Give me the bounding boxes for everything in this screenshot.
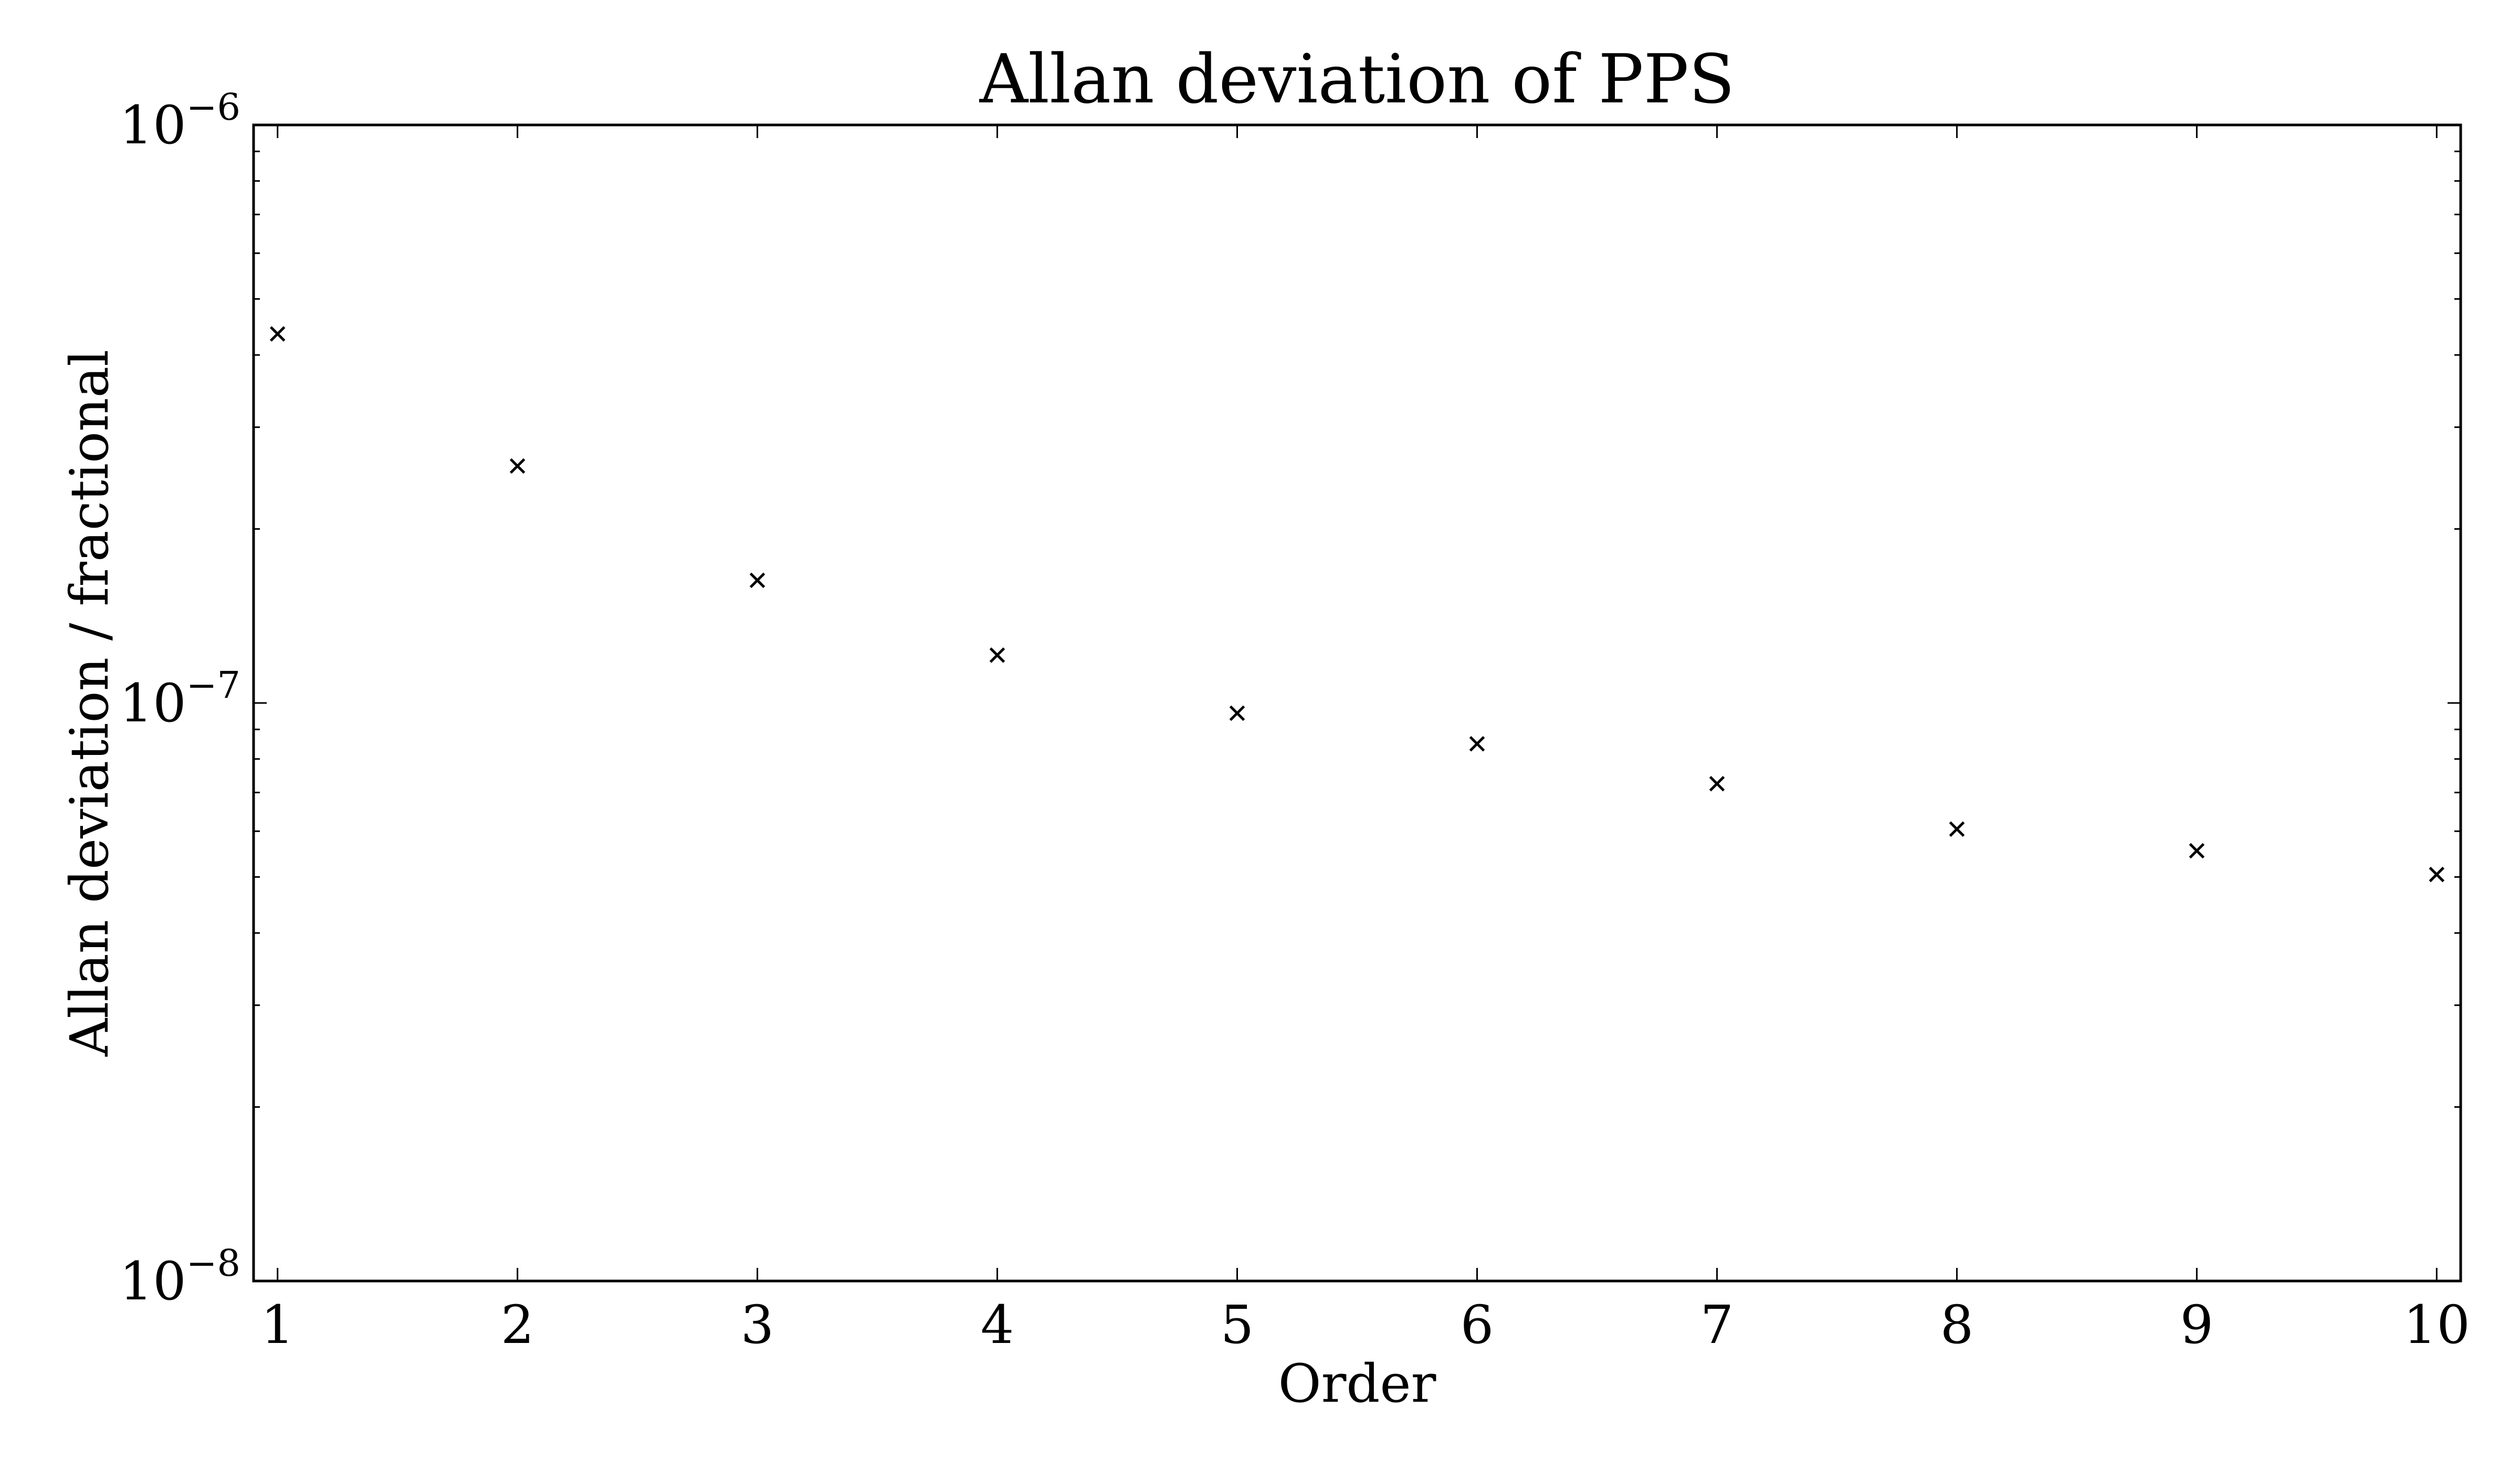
data-point-stroke bbox=[1229, 705, 1245, 721]
y-tick-label: 10−7 bbox=[120, 664, 240, 734]
x-tick-label: 10 bbox=[2403, 1294, 2470, 1356]
data-point-stroke bbox=[749, 572, 765, 589]
plot-area-frame bbox=[252, 123, 2462, 1283]
data-point bbox=[1469, 736, 1485, 752]
data-point bbox=[509, 458, 526, 474]
data-markers bbox=[269, 326, 2445, 883]
data-point-stroke bbox=[509, 458, 526, 474]
data-point-stroke bbox=[1469, 736, 1485, 752]
x-tick-label: 5 bbox=[1221, 1294, 1254, 1356]
data-point bbox=[1229, 705, 1245, 721]
x-tick-label: 1 bbox=[261, 1294, 295, 1356]
data-point-stroke bbox=[1709, 776, 1725, 792]
x-tick-label: 8 bbox=[1940, 1294, 1974, 1356]
y-tick-labels: 10−810−710−6 bbox=[120, 86, 240, 1312]
y-tick-label-base: 10 bbox=[120, 1251, 186, 1312]
x-tick-label: 7 bbox=[1700, 1294, 1734, 1356]
x-tick-label: 6 bbox=[1461, 1294, 1494, 1356]
data-point bbox=[749, 572, 765, 589]
data-point-stroke bbox=[989, 647, 1005, 663]
chart-title: Allan deviation of PPS bbox=[979, 40, 1735, 119]
y-axis-label: Allan deviation / fractional bbox=[59, 350, 120, 1057]
data-point-stroke bbox=[1949, 821, 1965, 837]
x-tick-label: 2 bbox=[501, 1294, 534, 1356]
data-point bbox=[989, 647, 1005, 663]
x-tick-label: 3 bbox=[741, 1294, 774, 1356]
y-tick-label-base: 10 bbox=[120, 673, 186, 734]
y-tick-label-base: 10 bbox=[120, 94, 186, 156]
data-point bbox=[2189, 843, 2205, 859]
data-point bbox=[269, 326, 286, 342]
data-point-stroke bbox=[2429, 866, 2445, 883]
y-tick-label-exponent: −8 bbox=[186, 1242, 240, 1285]
data-point-stroke bbox=[269, 326, 286, 342]
x-tick-labels: 1 2 3 4 5 6 7 8 9 10 bbox=[261, 1294, 2470, 1356]
y-tick-label: 10−6 bbox=[120, 86, 240, 156]
x-tick-label: 4 bbox=[981, 1294, 1014, 1356]
y-tick-label: 10−8 bbox=[120, 1242, 240, 1312]
y-tick-label-exponent: −7 bbox=[186, 664, 240, 707]
data-point bbox=[2429, 866, 2445, 883]
data-point bbox=[1709, 776, 1725, 792]
axis-ticks bbox=[254, 124, 2461, 1282]
y-tick-label-exponent: −6 bbox=[186, 86, 240, 129]
x-axis-label: Order bbox=[1278, 1353, 1436, 1414]
x-tick-label: 9 bbox=[2180, 1294, 2214, 1356]
data-point-stroke bbox=[2189, 843, 2205, 859]
data-point bbox=[1949, 821, 1965, 837]
